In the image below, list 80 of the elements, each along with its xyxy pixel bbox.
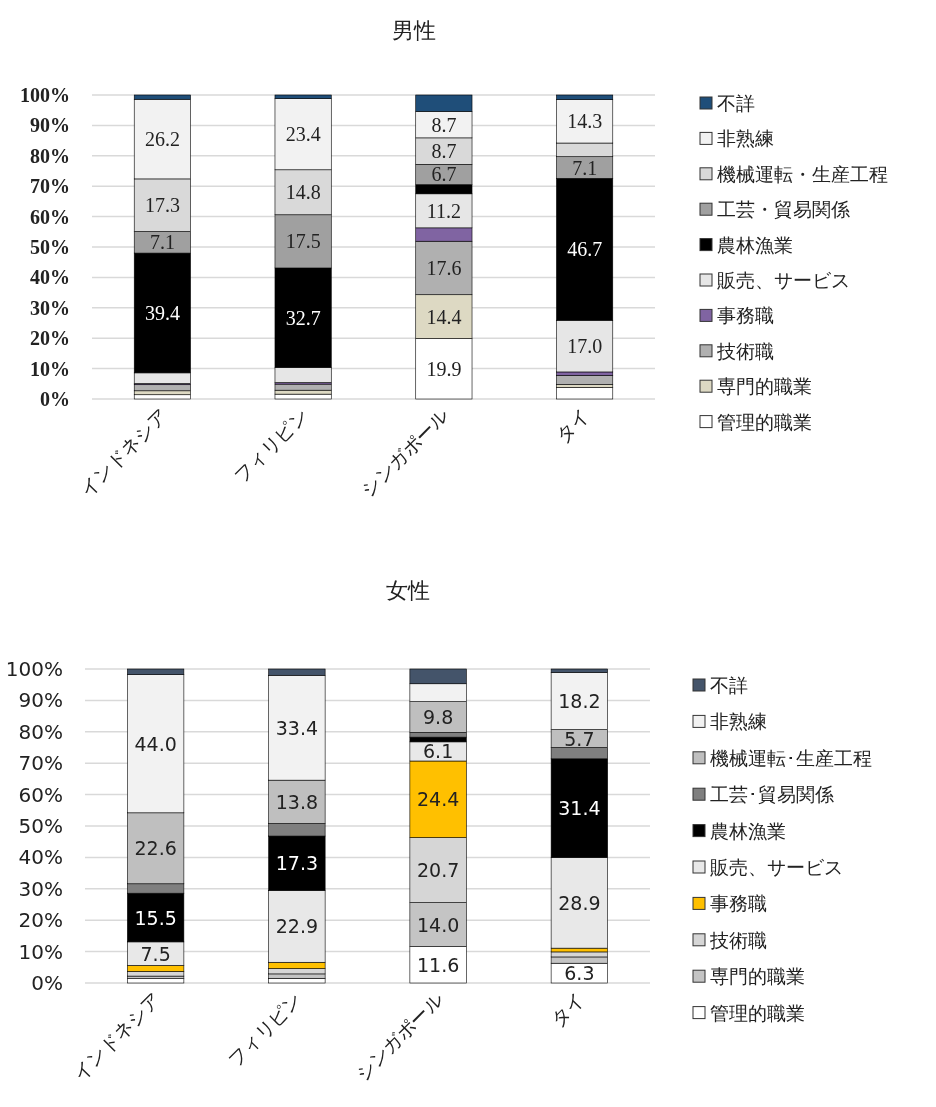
data-label: 7.1 [572,156,598,179]
y-tick-label: 10% [18,939,63,964]
data-label: 14.8 [285,181,321,204]
data-label: 32.7 [285,306,321,329]
legend-label: 専門的職業 [710,965,805,988]
y-tick-label: 50% [18,814,63,838]
data-label: 22.9 [275,915,319,938]
y-tick-label: 20% [30,327,70,350]
legend-label: 技術職 [716,339,774,362]
y-tick-label: 60% [18,782,63,807]
data-label: 24.4 [416,788,460,811]
legend-label: 農林漁業 [710,819,786,842]
y-tick-label: 30% [30,296,70,319]
data-label: 31.4 [558,797,601,820]
data-label: 17.3 [275,852,319,875]
data-label: 6.3 [564,962,595,985]
data-label: 15.5 [134,906,177,929]
data-label: 11.6 [416,953,460,976]
data-label: 5.7 [564,727,595,750]
data-label: 8.7 [431,140,457,163]
data-label: 6.7 [431,163,457,186]
x-tick-label: タイ [545,988,589,1031]
y-tick-label: 40% [30,266,70,289]
data-label: 26.2 [144,128,180,151]
data-label: 7.5 [140,942,171,965]
data-label: 14.4 [426,305,462,328]
y-tick-label: 80% [18,719,63,744]
data-label: 23.4 [285,123,321,146]
data-label: 9.8 [423,706,454,729]
data-label: 7.1 [149,231,175,254]
chart-title: 男性 [391,18,436,43]
data-label: 39.4 [144,301,180,324]
y-tick-label: 90% [30,114,70,137]
data-label: 20.7 [416,859,460,882]
data-label: 17.5 [285,230,321,253]
legend-label: 事務職 [717,304,774,327]
y-tick-label: 70% [30,175,70,198]
x-tick-label: インドネシア [75,404,172,501]
x-tick-label: シンガポール [350,988,447,1085]
data-label: 22.6 [134,837,177,860]
y-tick-label: 30% [18,876,63,901]
x-tick-label: フィリピン [229,404,312,487]
x-tick-label: インドネシア [68,988,165,1085]
x-tick-label: タイ [551,404,594,447]
y-tick-label: 20% [18,908,63,933]
data-label: 17.0 [567,335,603,358]
y-tick-label: 50% [30,236,70,258]
y-tick-label: 0% [40,388,70,410]
data-label: 33.4 [275,716,319,739]
y-tick-label: 60% [30,205,70,228]
legend-label: 事務職 [710,892,767,915]
x-tick-label: フィリピン [222,988,306,1071]
data-label: 19.9 [426,357,462,380]
legend-label: 専門的職業 [717,375,812,398]
y-tick-label: 100% [20,84,70,106]
legend-label: 農林漁業 [717,233,793,256]
data-label: 13.8 [275,790,319,813]
data-label: 28.9 [558,891,601,914]
legend-label: 不詳 [710,674,748,696]
data-label: 18.2 [558,690,601,713]
y-tick-label: 0% [31,971,63,995]
y-tick-label: 90% [18,688,63,713]
legend-label: 技術職 [709,928,767,951]
y-tick-label: 10% [30,357,70,380]
y-tick-label: 40% [18,845,63,870]
data-label: 6.1 [423,740,454,763]
data-label: 14.3 [567,110,603,133]
data-label: 14.0 [416,913,460,936]
data-label: 46.7 [567,238,603,261]
y-tick-label: 80% [30,144,70,167]
y-tick-label: 100% [5,657,63,681]
legend-label: 不詳 [717,92,755,114]
data-label: 17.6 [426,256,462,279]
chart-title: 女性 [385,578,430,603]
y-tick-label: 70% [18,751,63,776]
data-label: 11.2 [426,199,462,222]
data-label: 8.7 [431,113,457,136]
x-tick-label: シンガポール [356,404,453,501]
data-label: 44.0 [134,732,177,755]
data-label: 17.3 [144,194,180,217]
